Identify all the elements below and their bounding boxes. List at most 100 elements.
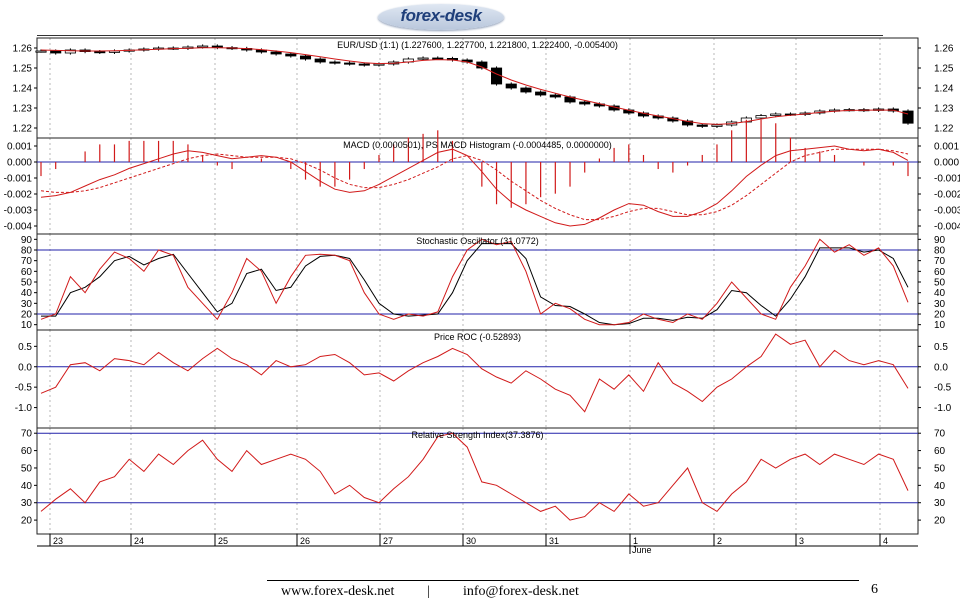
price-candle bbox=[535, 91, 547, 96]
price-candle bbox=[696, 124, 708, 127]
x-tick-label: 27 bbox=[383, 536, 393, 546]
footer-email-link[interactable]: info@forex-desk.net bbox=[463, 584, 579, 599]
price-candle bbox=[50, 50, 62, 54]
ytick-label-right: 30 bbox=[934, 299, 946, 310]
ytick-label-left: 0.001 bbox=[7, 142, 32, 153]
price-candle bbox=[270, 51, 282, 55]
ytick-label-right: 80 bbox=[934, 246, 946, 257]
x-tick-label: 1 bbox=[633, 536, 638, 546]
ytick-label-right: 30 bbox=[934, 498, 946, 509]
ytick-label-left: 80 bbox=[21, 246, 33, 257]
ytick-label-left: -0.002 bbox=[4, 190, 33, 201]
ytick-label-left: -0.004 bbox=[4, 222, 33, 233]
ytick-label-left: 0.000 bbox=[7, 158, 32, 169]
price-candle bbox=[35, 50, 47, 53]
ytick-label-right: 20 bbox=[934, 310, 946, 321]
x-tick-label: 31 bbox=[549, 536, 559, 546]
ytick-label-left: 1.24 bbox=[13, 84, 33, 95]
page-number: 6 bbox=[871, 582, 878, 597]
price-candle bbox=[432, 57, 444, 60]
ytick-label-left: 1.23 bbox=[13, 104, 33, 115]
ytick-label-left: 20 bbox=[21, 310, 33, 321]
price-candle bbox=[755, 115, 767, 119]
ytick-label-right: 1.24 bbox=[934, 84, 954, 95]
x-tick-label: 30 bbox=[466, 536, 476, 546]
price-candle bbox=[94, 51, 106, 54]
ytick-label-left: 0.5 bbox=[18, 342, 32, 353]
ytick-label-left: 70 bbox=[21, 256, 33, 267]
ytick-label-right: -0.004 bbox=[934, 222, 960, 233]
ytick-label-left: 0.0 bbox=[18, 362, 32, 373]
ytick-label-right: 60 bbox=[934, 267, 946, 278]
price-candle bbox=[344, 62, 356, 65]
month-label: June bbox=[632, 545, 652, 555]
ytick-label-right: 60 bbox=[934, 446, 946, 457]
price-candle bbox=[417, 57, 429, 60]
ytick-label-left: 60 bbox=[21, 267, 33, 278]
ytick-label-right: 1.23 bbox=[934, 104, 954, 115]
x-tick-label: 3 bbox=[799, 536, 804, 546]
ytick-label-right: 10 bbox=[934, 320, 946, 331]
price-candle bbox=[711, 124, 723, 127]
price-candle bbox=[549, 94, 561, 98]
price-candle bbox=[358, 63, 370, 66]
price-candle bbox=[299, 55, 312, 60]
x-tick-label: 2 bbox=[717, 536, 722, 546]
ytick-label-left: -0.003 bbox=[4, 206, 33, 217]
panel-frame bbox=[36, 329, 919, 429]
macd-line bbox=[40, 145, 909, 227]
ytick-label-right: -0.003 bbox=[934, 206, 960, 217]
ytick-label-right: 0.0 bbox=[934, 362, 948, 373]
ytick-label-right: -1.0 bbox=[934, 403, 952, 414]
ytick-label-right: 50 bbox=[934, 278, 946, 289]
ytick-label-right: 1.26 bbox=[934, 44, 954, 55]
ytick-label-left: 1.22 bbox=[13, 124, 33, 135]
panel-title: EUR/USD (1:1) (1.227600, 1.227700, 1.221… bbox=[337, 40, 618, 50]
ytick-label-right: 1.25 bbox=[934, 64, 954, 75]
header-rule bbox=[37, 35, 883, 36]
forex-desk-logo[interactable]: forex-desk bbox=[378, 4, 504, 30]
ytick-label-left: 90 bbox=[21, 235, 33, 246]
ytick-label-left: 1.26 bbox=[13, 44, 33, 55]
ytick-label-left: -0.5 bbox=[15, 383, 33, 394]
ytick-label-right: 90 bbox=[934, 235, 946, 246]
footer-website-link[interactable]: www.forex-desk.net bbox=[281, 584, 395, 599]
ytick-label-right: 50 bbox=[934, 463, 946, 474]
ytick-label-right: 70 bbox=[934, 429, 946, 440]
ytick-label-right: 40 bbox=[934, 288, 946, 299]
ytick-label-left: 30 bbox=[21, 299, 33, 310]
price-candle bbox=[373, 63, 385, 66]
ytick-label-left: 10 bbox=[21, 320, 33, 331]
price-candle bbox=[902, 110, 914, 124]
ytick-label-left: 60 bbox=[21, 446, 33, 457]
ytick-label-right: -0.002 bbox=[934, 190, 960, 201]
stochastic-k-line bbox=[40, 238, 909, 326]
ytick-label-right: 40 bbox=[934, 481, 946, 492]
price-candle bbox=[64, 49, 76, 54]
x-tick-label: 26 bbox=[300, 536, 310, 546]
price-candle bbox=[505, 83, 517, 89]
footer-rule bbox=[267, 580, 859, 581]
price-candle bbox=[770, 113, 782, 117]
ytick-label-left: 1.25 bbox=[13, 64, 33, 75]
logo-text: forex-desk bbox=[400, 6, 482, 25]
ytick-label-right: -0.001 bbox=[934, 174, 960, 185]
ytick-label-left: -0.001 bbox=[4, 174, 33, 185]
ytick-label-left: 20 bbox=[21, 516, 33, 527]
ytick-label-left: 40 bbox=[21, 481, 33, 492]
ytick-label-right: 0.5 bbox=[934, 342, 948, 353]
panel-title: MACD (0.0000501), PS MACD Histogram (-0.… bbox=[343, 140, 612, 150]
panel-title: Price ROC (-0.52893) bbox=[434, 332, 521, 342]
x-tick-label: 4 bbox=[883, 536, 888, 546]
price-candle bbox=[329, 61, 341, 64]
price-candle bbox=[285, 53, 297, 57]
price-candle bbox=[314, 58, 326, 63]
stochastic-d-line bbox=[41, 243, 909, 326]
roc-line bbox=[40, 333, 909, 413]
ytick-label-left: 50 bbox=[21, 278, 33, 289]
x-tick-label: 24 bbox=[134, 536, 144, 546]
x-tick-label: 23 bbox=[53, 536, 63, 546]
ytick-label-left: 40 bbox=[21, 288, 33, 299]
macd-signal-line bbox=[40, 148, 909, 221]
